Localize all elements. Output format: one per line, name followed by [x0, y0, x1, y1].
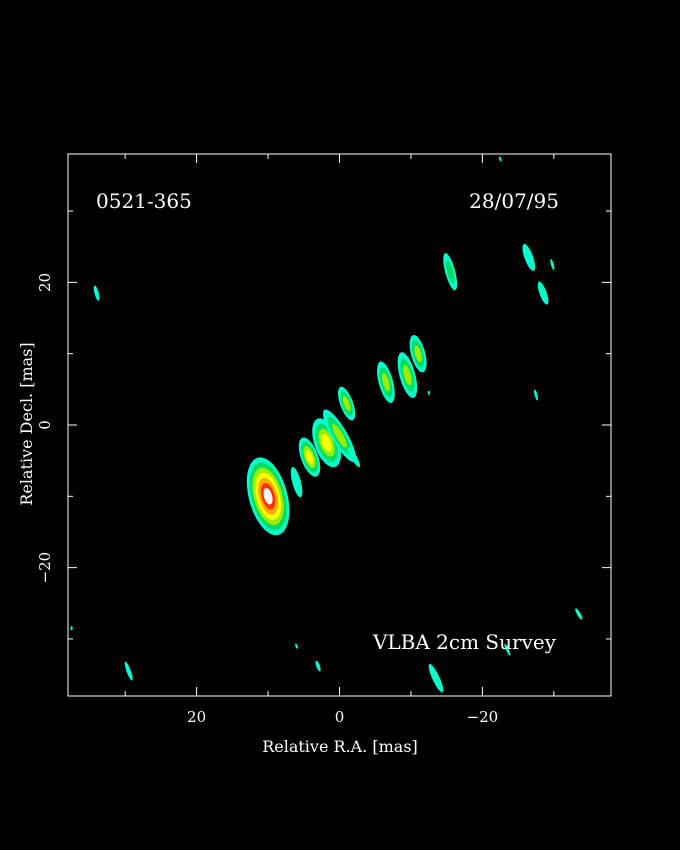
- y-tick-label: −20: [36, 552, 54, 584]
- contour-component: [347, 447, 361, 468]
- contour-component: [295, 643, 299, 649]
- contour-component: [338, 386, 356, 421]
- contour-level: [504, 643, 511, 656]
- x-tick-label: 20: [187, 708, 206, 726]
- contour-level: [575, 608, 583, 620]
- contour-level: [332, 424, 347, 448]
- observation-date: 28/07/95: [469, 189, 559, 213]
- x-tick-label: −20: [467, 708, 499, 726]
- contour-component: [443, 253, 458, 291]
- y-tick-label: 0: [36, 420, 54, 430]
- contour-component: [533, 389, 539, 401]
- contour-level: [414, 345, 422, 363]
- contour-component: [298, 437, 321, 477]
- contour-level: [263, 488, 273, 505]
- contour-component: [504, 643, 511, 656]
- y-tick-label: 20: [36, 273, 54, 292]
- contour-components: [70, 156, 583, 693]
- contour-component: [498, 156, 502, 162]
- contour-component: [537, 281, 549, 305]
- contour-level: [347, 447, 361, 468]
- contour-component: [315, 660, 321, 672]
- survey-label: VLBA 2cm Survey: [372, 630, 557, 654]
- contour-level: [305, 450, 314, 464]
- contour-level: [498, 156, 502, 162]
- contour-level: [445, 260, 455, 284]
- x-tick-label: 0: [335, 708, 345, 726]
- contour-level: [533, 389, 539, 401]
- contour-component: [70, 626, 73, 631]
- contour-component: [550, 258, 555, 271]
- contour-level: [70, 626, 73, 631]
- contour-level: [295, 643, 299, 649]
- contour-level: [427, 390, 430, 396]
- contour-level: [537, 281, 549, 305]
- contour-level: [290, 466, 303, 498]
- y-axis-label: Relative Decl. [mas]: [17, 342, 36, 505]
- contour-component: [377, 361, 395, 403]
- contour-component: [428, 663, 444, 693]
- axis-ticks: [68, 154, 611, 696]
- source-name: 0521-365: [96, 189, 192, 213]
- contour-level: [522, 243, 536, 271]
- x-axis-label: Relative R.A. [mas]: [262, 737, 418, 756]
- contour-component: [290, 466, 303, 498]
- contour-level: [342, 396, 351, 412]
- contour-component: [575, 608, 583, 620]
- contour-component: [522, 243, 536, 271]
- contour-level: [93, 285, 100, 301]
- tick-labels: 20 0 −20 20 0 −20: [36, 273, 498, 726]
- contour-component: [409, 335, 427, 373]
- contour-level: [550, 258, 555, 271]
- contour-component: [397, 352, 418, 398]
- contour-level: [315, 660, 321, 672]
- contour-component: [427, 390, 430, 396]
- contour-level: [124, 661, 133, 681]
- contour-component: [124, 661, 133, 681]
- contour-level: [428, 663, 444, 693]
- contour-level: [403, 364, 412, 386]
- contour-component: [93, 285, 100, 301]
- contour-component: [246, 457, 290, 536]
- contour-level: [321, 434, 332, 452]
- contour-level: [381, 372, 390, 392]
